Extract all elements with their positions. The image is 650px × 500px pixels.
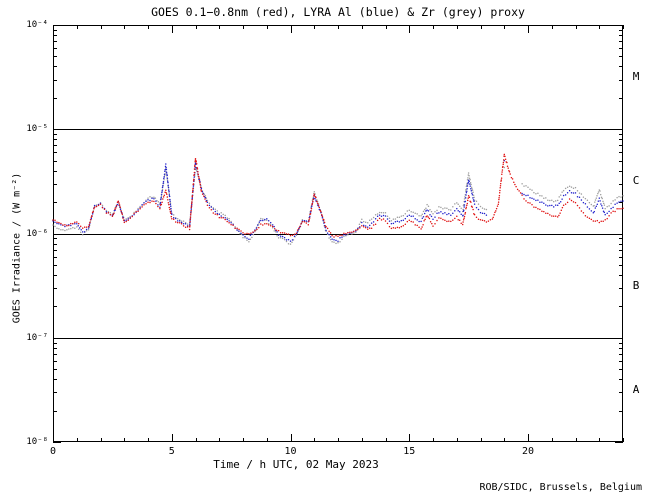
y-axis-label: GOES Irradiance / (W m⁻²) (11, 172, 23, 324)
plot-border (53, 25, 623, 442)
flare-class-label: A (632, 382, 640, 396)
x-tick-label: 0 (49, 446, 57, 457)
x-axis-label: Time / h UTC, 02 May 2023 (213, 458, 379, 471)
series-lyra-zr-proxy (52, 166, 624, 245)
credit-text: ROB/SIDC, Brussels, Belgium (479, 482, 642, 493)
flare-class-label: C (632, 174, 640, 188)
chart-title: GOES 0.1−0.8nm (red), LYRA Al (blue) & Z… (151, 5, 525, 19)
y-tick-label: 10⁻⁵ (26, 124, 48, 135)
flare-class-label: B (632, 278, 640, 292)
series-lyra-al-proxy (52, 159, 624, 242)
x-tick-label: 10 (284, 446, 297, 457)
series-goes-0-1-0-8nm (52, 153, 624, 238)
y-tick-label: 10⁻⁴ (26, 20, 48, 30)
flare-class-label: M (632, 70, 640, 84)
x-tick-label: 20 (521, 446, 535, 457)
axis-ticks (53, 25, 624, 443)
x-tick-label: 15 (403, 446, 416, 457)
y-tick-label: 10⁻⁶ (26, 228, 48, 239)
y-tick-label: 10⁻⁷ (26, 332, 48, 343)
x-tick-label: 5 (168, 446, 175, 457)
y-tick-label: 10⁻⁸ (26, 437, 48, 447)
